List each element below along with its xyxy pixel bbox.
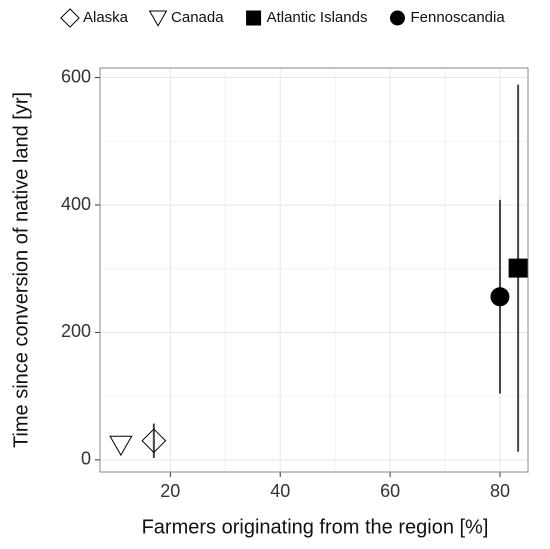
marker xyxy=(141,428,167,454)
marker xyxy=(490,287,510,307)
plot-border xyxy=(99,67,529,473)
legend-label: Alaska xyxy=(83,9,129,26)
legend-label: Canada xyxy=(171,9,224,26)
legend-label: Fennoscandia xyxy=(410,9,505,26)
y-axis-title: Time since conversion of native land [yr… xyxy=(10,92,32,448)
marker xyxy=(109,435,133,457)
x-axis-title: Farmers originating from the region [%] xyxy=(142,516,489,538)
legend-marker xyxy=(246,10,262,26)
legend-marker xyxy=(148,10,168,27)
y-tick-label: 400 xyxy=(61,194,91,214)
legend-label: Atlantic Islands xyxy=(267,9,368,26)
y-tick-label: 200 xyxy=(61,321,91,341)
y-tick-label: 600 xyxy=(61,66,91,86)
marker xyxy=(508,258,528,278)
legend-marker xyxy=(389,10,405,26)
x-tick-label: 20 xyxy=(160,481,180,501)
legend-marker xyxy=(60,8,80,28)
y-tick-label: 0 xyxy=(81,449,91,469)
x-tick-label: 80 xyxy=(490,481,510,501)
x-tick-label: 60 xyxy=(380,481,400,501)
x-tick-label: 40 xyxy=(270,481,290,501)
